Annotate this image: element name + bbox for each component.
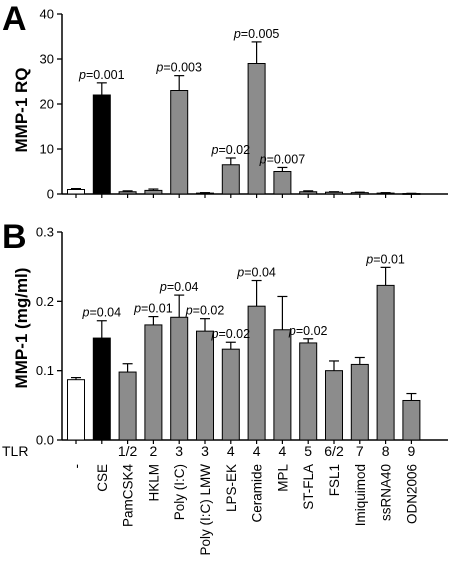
panel-b-bar — [325, 370, 343, 441]
panel-b-bar — [221, 348, 240, 441]
panel-b-bar — [170, 316, 189, 441]
panel-b-p-value: p=0.04 — [159, 280, 199, 294]
panel-b-bar — [376, 284, 395, 441]
panel-a-bar — [350, 192, 369, 195]
category-label: FSL1 — [327, 464, 342, 496]
panel-b-bars: p=0.04 p=0.01 p=0.04 p=0.02 p=0.02 p=0.04 p=0.… — [67, 252, 421, 441]
category-label: - — [69, 464, 84, 469]
panel-b-y-tick-label: 0.2 — [36, 294, 54, 309]
panel-b-p-value: p=0.02 — [288, 324, 328, 338]
panel-a-p-value: p=0.001 — [78, 68, 125, 82]
panel-b-bar — [350, 363, 369, 441]
panel-a-letter: A — [2, 0, 27, 38]
panel-b-p-value: p=0.01 — [133, 302, 173, 316]
panel-b-y-tick-label: 0.1 — [36, 363, 54, 378]
panel-b-y-tick-label: 0.3 — [36, 225, 54, 240]
panel-a-bar — [144, 189, 163, 195]
panel-a-y-tick-label: 10 — [40, 142, 54, 157]
panel-a-p-value: p=0.02 — [211, 143, 251, 157]
category-label: Poly (I:C) LMW — [198, 464, 213, 556]
panel-a-bar — [325, 191, 343, 195]
panel-a-bar — [221, 164, 240, 195]
category-row: - CSE PamCSK4 HKLM Poly (I:C) Poly (I:C) LMW L… — [69, 464, 419, 556]
panel-b-letter: B — [2, 218, 27, 256]
panel-b-p-value: p=0.04 — [82, 306, 122, 320]
panel-b-bar — [144, 324, 163, 441]
panel-a-p-value: p=0.003 — [155, 61, 202, 75]
tlr-value: 5 — [304, 443, 312, 459]
category-label: Ceramide — [250, 464, 265, 523]
panel-b-y-tick-label: 0.0 — [36, 433, 54, 448]
panel-a-bar — [118, 191, 137, 195]
panel-b-bar — [118, 371, 137, 441]
panel-a-bar — [273, 171, 292, 195]
panel-b-bar — [196, 330, 214, 441]
panel-b-axes: 0.0 0.1 0.2 0.3 — [36, 225, 448, 448]
panel-a-y-axis-label: MMP-1 RQ — [12, 68, 31, 153]
panel-a-bar — [92, 94, 111, 195]
category-label: ODN2006 — [404, 464, 419, 524]
tlr-value: 9 — [408, 443, 416, 459]
panel-b-bar — [92, 337, 111, 441]
tlr-value: 3 — [201, 443, 209, 459]
panel-b-bar — [247, 305, 266, 441]
category-label: ST-FLA — [301, 464, 316, 510]
panel-b-p-value: p=0.02 — [211, 327, 251, 341]
panel-b-y-axis-label: MMP-1 (mg/ml) — [12, 268, 31, 389]
tlr-value: 7 — [356, 443, 364, 459]
category-label: HKLM — [146, 464, 161, 502]
tlr-value: 6/2 — [324, 443, 344, 459]
panel-a-bar — [67, 189, 85, 195]
panel-b-p-value: p=0.04 — [236, 266, 276, 280]
panel-a-bars: p=0.001 p=0.003 p=0.02 p=0.005 p=0.007 — [67, 27, 421, 195]
tlr-value: 4 — [279, 443, 287, 459]
category-labels: TLR 1/2 2 3 3 4 4 4 5 6/2 7 8 9 - CSE PamCSK4 HKLM Poly… — [2, 443, 419, 556]
panel-a-bar — [247, 63, 266, 195]
panel-a-p-value: p=0.005 — [233, 27, 280, 41]
panel-a-bar — [170, 90, 189, 195]
panel-a-y-tick-label: 20 — [40, 97, 54, 112]
tlr-value: 4 — [227, 443, 235, 459]
tlr-row: 1/2 2 3 3 4 4 4 5 6/2 7 8 9 — [118, 443, 416, 459]
panel-b-p-value: p=0.02 — [185, 304, 225, 318]
panel-b-bar — [299, 342, 318, 441]
panel-a-p-value: p=0.007 — [259, 152, 306, 166]
panel-b: B MMP-1 (mg/ml) 0.00.10.20.3 p=0.04 p=0.0… — [2, 218, 448, 448]
panel-a-y-tick-label: 30 — [40, 52, 54, 67]
tlr-value: 1/2 — [118, 443, 138, 459]
panel-b-bar — [402, 399, 421, 441]
tlr-value: 4 — [253, 443, 261, 459]
tlr-row-label: TLR — [2, 443, 28, 459]
panel-b-bar — [273, 329, 292, 441]
panel-a-y-tick-label: 40 — [40, 7, 54, 22]
panel-b-p-value: p=0.01 — [365, 252, 405, 266]
category-label: PamCSK4 — [121, 464, 136, 528]
category-label: LPS-EK — [224, 464, 239, 512]
tlr-value: 3 — [175, 443, 183, 459]
panel-a-bar — [299, 191, 318, 195]
tlr-value: 8 — [382, 443, 390, 459]
category-label: Poly (I:C) — [172, 464, 187, 520]
category-label: ssRNA40 — [379, 464, 394, 521]
tlr-value: 2 — [150, 443, 158, 459]
panel-a-y-tick-label: 0 — [47, 187, 54, 202]
category-label: Imiquimod — [353, 464, 368, 526]
category-label: CSE — [95, 464, 110, 492]
category-label: MPL — [275, 464, 290, 492]
panel-b-bar — [67, 379, 85, 441]
